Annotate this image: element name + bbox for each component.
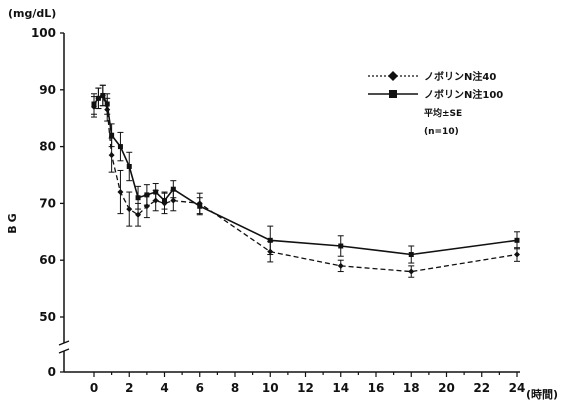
series-layer <box>91 84 520 278</box>
data-point-square <box>153 189 159 195</box>
data-point-diamond <box>117 189 124 196</box>
data-point-diamond <box>170 197 177 204</box>
y-tick-label: 70 <box>39 196 56 210</box>
series-line <box>93 94 518 256</box>
x-tick-label: 18 <box>403 381 420 395</box>
data-point-diamond <box>135 211 142 218</box>
y-tick-label: 60 <box>39 253 56 267</box>
data-point-square <box>267 237 273 243</box>
data-point-square <box>135 195 141 201</box>
x-tick-label: 20 <box>438 381 455 395</box>
y-tick-label: 80 <box>39 140 56 154</box>
legend-marker-square <box>389 90 397 98</box>
data-point-square <box>338 243 344 249</box>
x-tick-label: 0 <box>90 381 98 395</box>
x-tick-label: 2 <box>125 381 133 395</box>
y-tick-label: 90 <box>39 83 56 97</box>
data-point-diamond <box>514 251 520 258</box>
x-tick-label: 16 <box>368 381 385 395</box>
x-tick-label: 4 <box>160 381 168 395</box>
axis-break-mark <box>58 348 70 354</box>
x-axis-unit: (時間) <box>526 387 558 401</box>
y-tick-label: 0 <box>48 365 56 379</box>
series-novolin-n-100 <box>91 84 520 264</box>
data-point-square <box>197 203 203 209</box>
x-tick-label: 24 <box>509 381 526 395</box>
legend-label-100: ノボリンN注100 <box>424 88 503 101</box>
x-tick-label: 14 <box>332 381 349 395</box>
data-point-square <box>100 92 106 98</box>
legend-label-40: ノボリンN注40 <box>424 70 496 83</box>
x-tick-label: 6 <box>196 381 204 395</box>
data-point-diamond <box>126 206 133 213</box>
legend-marker-diamond <box>388 71 398 81</box>
data-point-square <box>170 186 176 192</box>
legend-n: (n=10) <box>424 127 459 137</box>
y-unit-label: (mg/dL) <box>8 7 56 20</box>
data-point-square <box>408 252 414 258</box>
axis-break-mark <box>58 340 70 346</box>
x-tick-label: 8 <box>231 381 239 395</box>
y-tick-label: 50 <box>39 310 56 324</box>
data-point-square <box>144 192 150 198</box>
y-tick-label: 100 <box>31 26 56 40</box>
data-point-square <box>162 198 167 204</box>
legend-note: 平均±SE <box>424 107 462 119</box>
data-point-square <box>117 144 123 150</box>
data-point-diamond <box>337 262 344 269</box>
legend: ノボリンN注40 ノボリンN注100 平均±SE (n=10) <box>368 70 503 137</box>
x-tick-label: 22 <box>473 381 490 395</box>
data-point-square <box>109 132 115 138</box>
data-point-diamond <box>108 152 115 159</box>
data-point-square <box>126 163 132 169</box>
data-point-square <box>91 101 97 107</box>
data-point-square <box>514 237 520 243</box>
data-point-diamond <box>408 268 415 275</box>
y-axis-label: BG <box>6 210 19 233</box>
x-tick-label: 10 <box>262 381 279 395</box>
x-tick-label: 12 <box>297 381 314 395</box>
data-point-square <box>104 101 110 107</box>
data-point-square <box>95 95 101 101</box>
